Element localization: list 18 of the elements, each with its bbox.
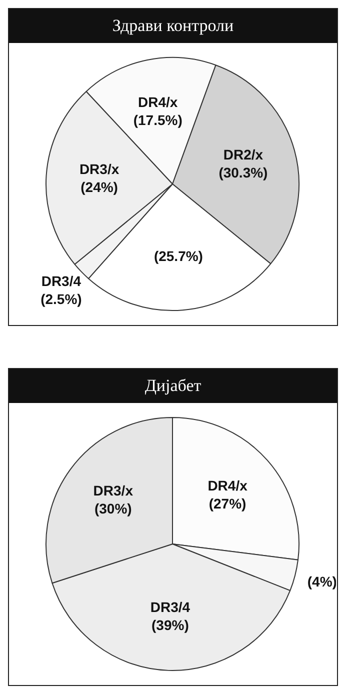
slice-label: DR4/x bbox=[208, 477, 248, 494]
slice-label: DR3/4 bbox=[41, 272, 82, 289]
chart-title: Здрави контроли bbox=[9, 9, 337, 43]
slice-label: DR3/x bbox=[93, 482, 134, 499]
slice-label: DR4/x bbox=[138, 94, 178, 110]
chart-title: Дијабет bbox=[9, 369, 337, 403]
data-label: (25.7%) bbox=[154, 248, 203, 264]
data-label: (30%) bbox=[94, 500, 132, 517]
data-label: (17.5%) bbox=[133, 112, 182, 128]
slice-label: DR2/x bbox=[223, 146, 264, 162]
data-label: (24%) bbox=[80, 178, 118, 195]
slice-label: DR3/4 bbox=[150, 599, 190, 616]
slice-label: DR3/x bbox=[79, 160, 120, 177]
data-label: (39%) bbox=[152, 617, 189, 634]
data-label: (4%) bbox=[307, 573, 337, 590]
data-label: (27%) bbox=[208, 495, 246, 512]
data-label: (2.5%) bbox=[40, 290, 82, 307]
data-label: (30.3%) bbox=[218, 164, 268, 180]
